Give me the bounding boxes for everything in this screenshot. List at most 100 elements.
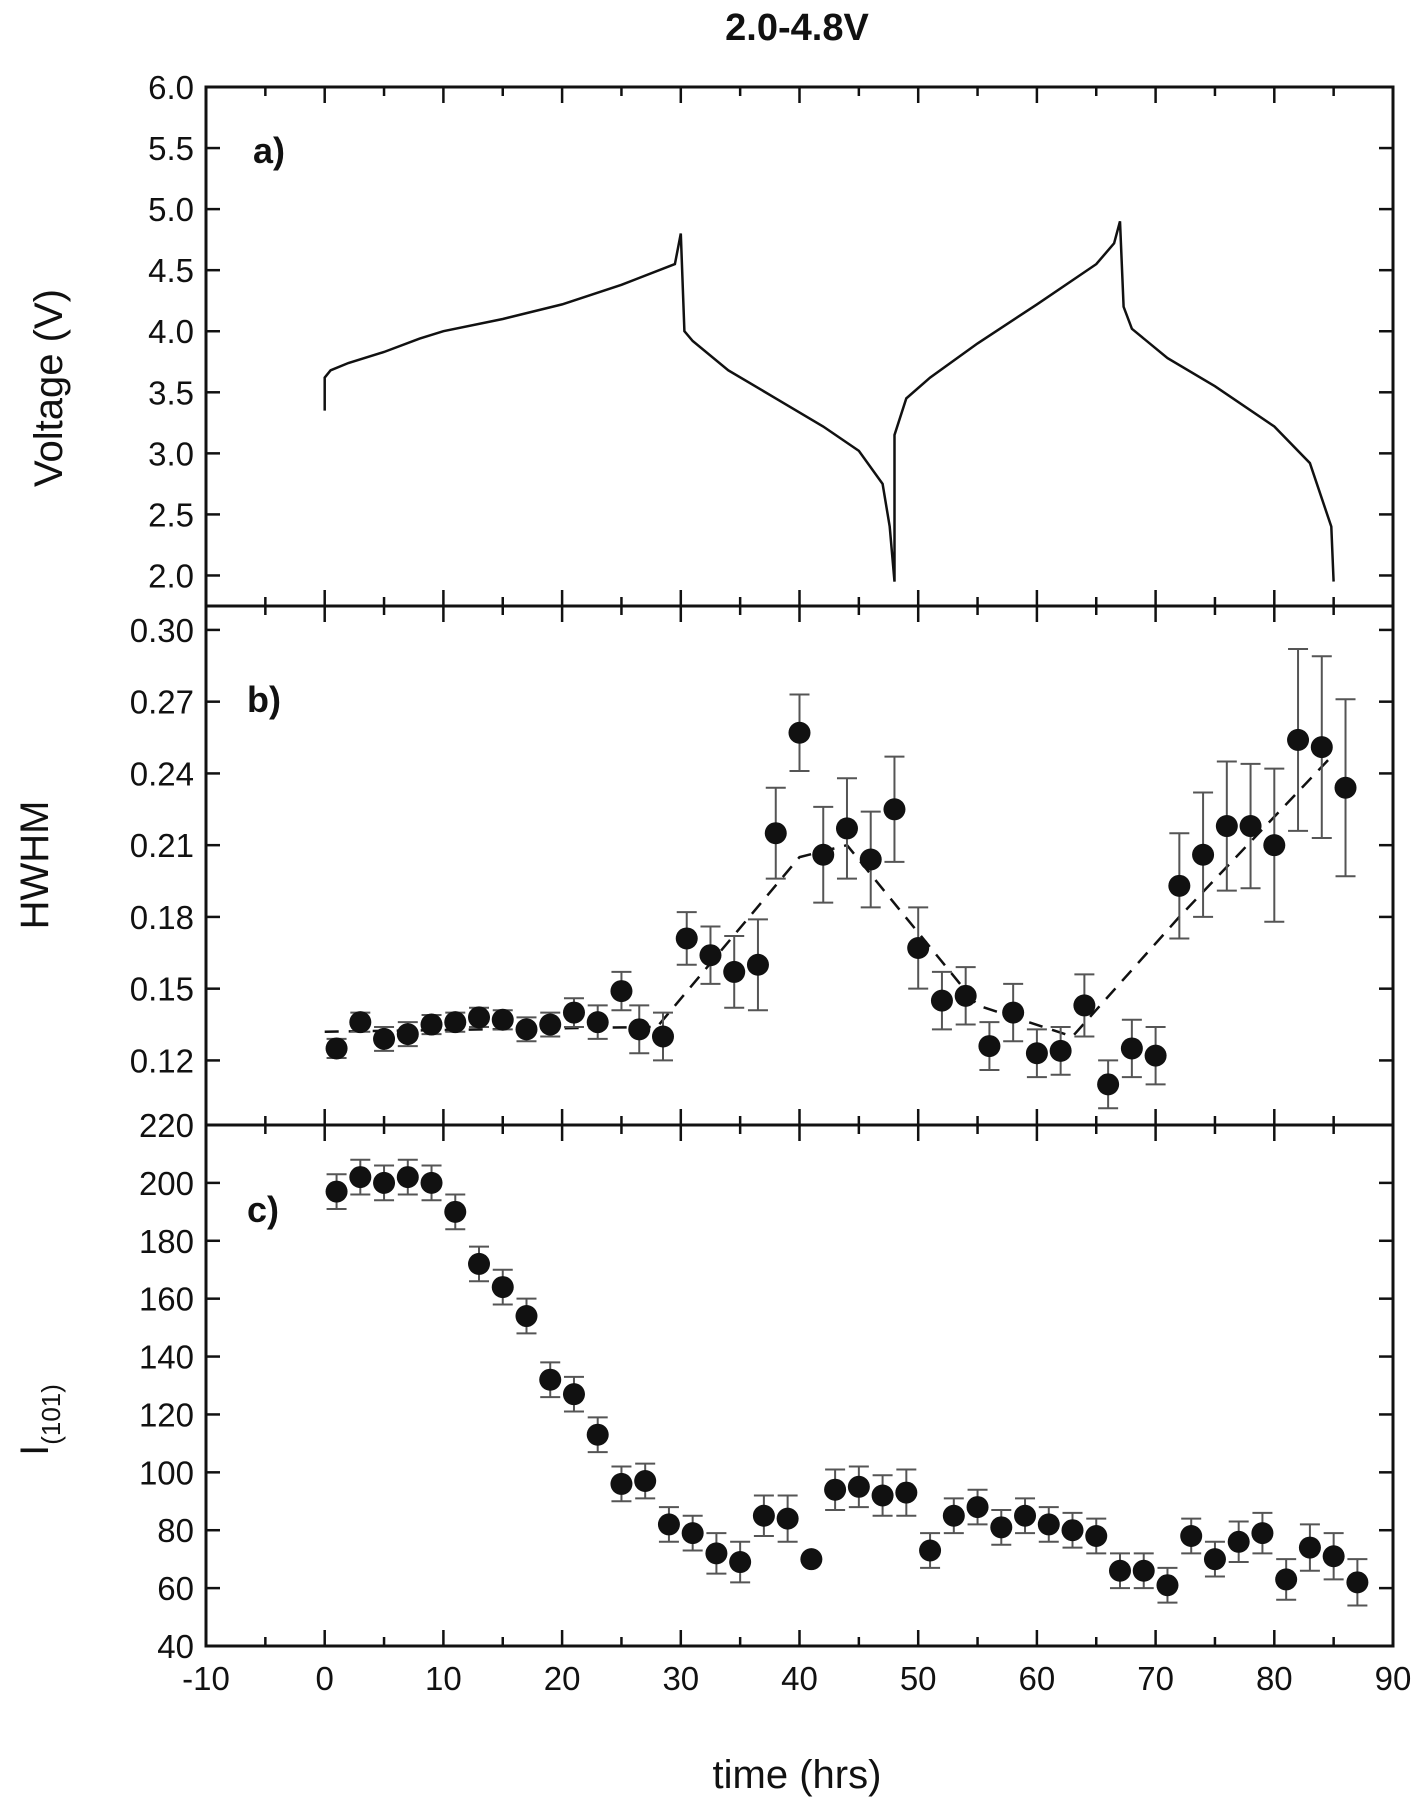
data-point: [444, 1011, 467, 1034]
x-tick-label: 40: [781, 1660, 818, 1697]
data-point: [325, 1180, 348, 1203]
data-point: [373, 1171, 396, 1194]
panel-b-y-tick-label: 0.12: [130, 1042, 194, 1079]
panel-b-y-tick-label: 0.27: [130, 684, 194, 721]
panel-a-label: a): [253, 130, 285, 171]
data-point: [539, 1368, 562, 1391]
panel-a-y-tick-label: 5.5: [148, 130, 194, 167]
panel-a-y-tick-label: 2.0: [148, 557, 194, 594]
data-point: [1215, 815, 1238, 838]
data-point: [1239, 815, 1262, 838]
data-point: [1156, 1574, 1179, 1597]
panel-b-y-tick-label: 0.21: [130, 827, 194, 864]
data-point: [871, 1484, 894, 1507]
data-point: [1346, 1571, 1369, 1594]
data-point: [1263, 834, 1286, 857]
x-tick-label: 60: [1019, 1660, 1056, 1697]
data-point: [1073, 994, 1096, 1017]
data-point: [515, 1018, 538, 1041]
data-point: [764, 822, 787, 845]
panel-c: 40 60 80 100 120 140 160 180 200 220 I(101) c): [13, 1107, 1395, 1665]
panel-c-y-tick-label: 60: [157, 1570, 194, 1607]
data-point: [325, 1037, 348, 1060]
panel-c-plot-area: 40 60 80 100 120 140 160 180 200 220: [139, 1107, 1395, 1665]
data-point: [978, 1035, 1001, 1058]
data-point: [468, 1006, 491, 1029]
x-tick-label: 50: [900, 1660, 937, 1697]
x-tick-label: 10: [425, 1660, 462, 1697]
data-point: [919, 1539, 942, 1562]
x-tick-label: 20: [544, 1660, 581, 1697]
data-point: [776, 1507, 799, 1530]
data-point: [1097, 1073, 1120, 1096]
panel-c-y-tick-label: 80: [157, 1512, 194, 1549]
x-tick-label: 90: [1375, 1660, 1412, 1697]
panel-c-y-tick-label: 180: [139, 1223, 194, 1260]
panel-a-y-tick-label: 6.0: [148, 69, 194, 106]
panel-b-y-tick-label: 0.30: [130, 612, 194, 649]
x-axis: -10 0 10 20 30 40 50 60 70 80 90: [182, 1660, 1411, 1697]
data-point: [1144, 1044, 1167, 1067]
panel-c-y-axis-title-subscript: (101): [36, 1384, 66, 1445]
data-point: [396, 1023, 419, 1046]
panel-c-y-tick-label: 220: [139, 1107, 194, 1144]
panel-a-y-tick-label: 4.0: [148, 313, 194, 350]
panel-a-plot-area: 2.0 2.5 3.0 3.5 4.0 4.5 5.0 5.5 6.0: [148, 69, 1395, 608]
hwhm-trend-line: [324, 753, 1335, 1038]
data-point: [930, 989, 953, 1012]
data-point: [1120, 1037, 1143, 1060]
data-point: [1192, 843, 1215, 866]
data-point: [349, 1166, 372, 1189]
data-point: [723, 960, 746, 983]
data-point: [954, 984, 977, 1007]
panel-b-plot-area: 0.12 0.15 0.18 0.21 0.24 0.27 0.30: [130, 604, 1395, 1127]
panel-a-frame: [204, 85, 1395, 608]
data-point: [539, 1013, 562, 1036]
data-point: [491, 1276, 514, 1299]
data-point: [966, 1496, 989, 1519]
data-point: [1132, 1559, 1155, 1582]
data-point: [1310, 736, 1333, 759]
data-point: [752, 1504, 775, 1527]
data-point: [657, 1513, 680, 1536]
data-point: [800, 1548, 823, 1571]
panel-c-y-tick-label: 100: [139, 1454, 194, 1491]
panel-b-label: b): [247, 679, 281, 720]
data-point: [812, 843, 835, 866]
data-point: [883, 798, 906, 821]
data-point: [699, 944, 722, 967]
data-point: [895, 1481, 918, 1504]
data-point: [491, 1008, 514, 1031]
data-point: [681, 1522, 704, 1545]
data-point: [705, 1542, 728, 1565]
panel-b-y-tick-label: 0.18: [130, 899, 194, 936]
data-point: [349, 1011, 372, 1034]
data-point: [788, 721, 811, 744]
data-point: [562, 1001, 585, 1024]
data-point: [515, 1305, 538, 1328]
data-point: [1108, 1559, 1131, 1582]
data-point: [746, 953, 769, 976]
panel-c-y-tick-label: 40: [157, 1628, 194, 1665]
x-tick-label: 30: [662, 1660, 699, 1697]
data-point: [610, 980, 633, 1003]
data-point: [835, 817, 858, 840]
panel-c-y-tick-label: 140: [139, 1339, 194, 1376]
data-point: [586, 1423, 609, 1446]
panel-b-y-tick-label: 0.24: [130, 755, 194, 792]
data-point: [628, 1018, 651, 1041]
panel-a-y-tick-label: 3.0: [148, 435, 194, 472]
x-tick-label: 80: [1256, 1660, 1293, 1697]
panel-c-y-axis-title: I(101): [13, 1384, 66, 1456]
panel-a-y-tick-label: 2.5: [148, 496, 194, 533]
data-point: [990, 1516, 1013, 1539]
data-point: [1251, 1522, 1274, 1545]
data-point: [1180, 1525, 1203, 1548]
panel-b-y-tick-label: 0.15: [130, 971, 194, 1008]
data-point: [1002, 1001, 1025, 1024]
data-point: [651, 1025, 674, 1048]
panel-a-y-tick-label: 3.5: [148, 374, 194, 411]
panel-c-label: c): [247, 1189, 279, 1230]
data-point: [1049, 1039, 1072, 1062]
